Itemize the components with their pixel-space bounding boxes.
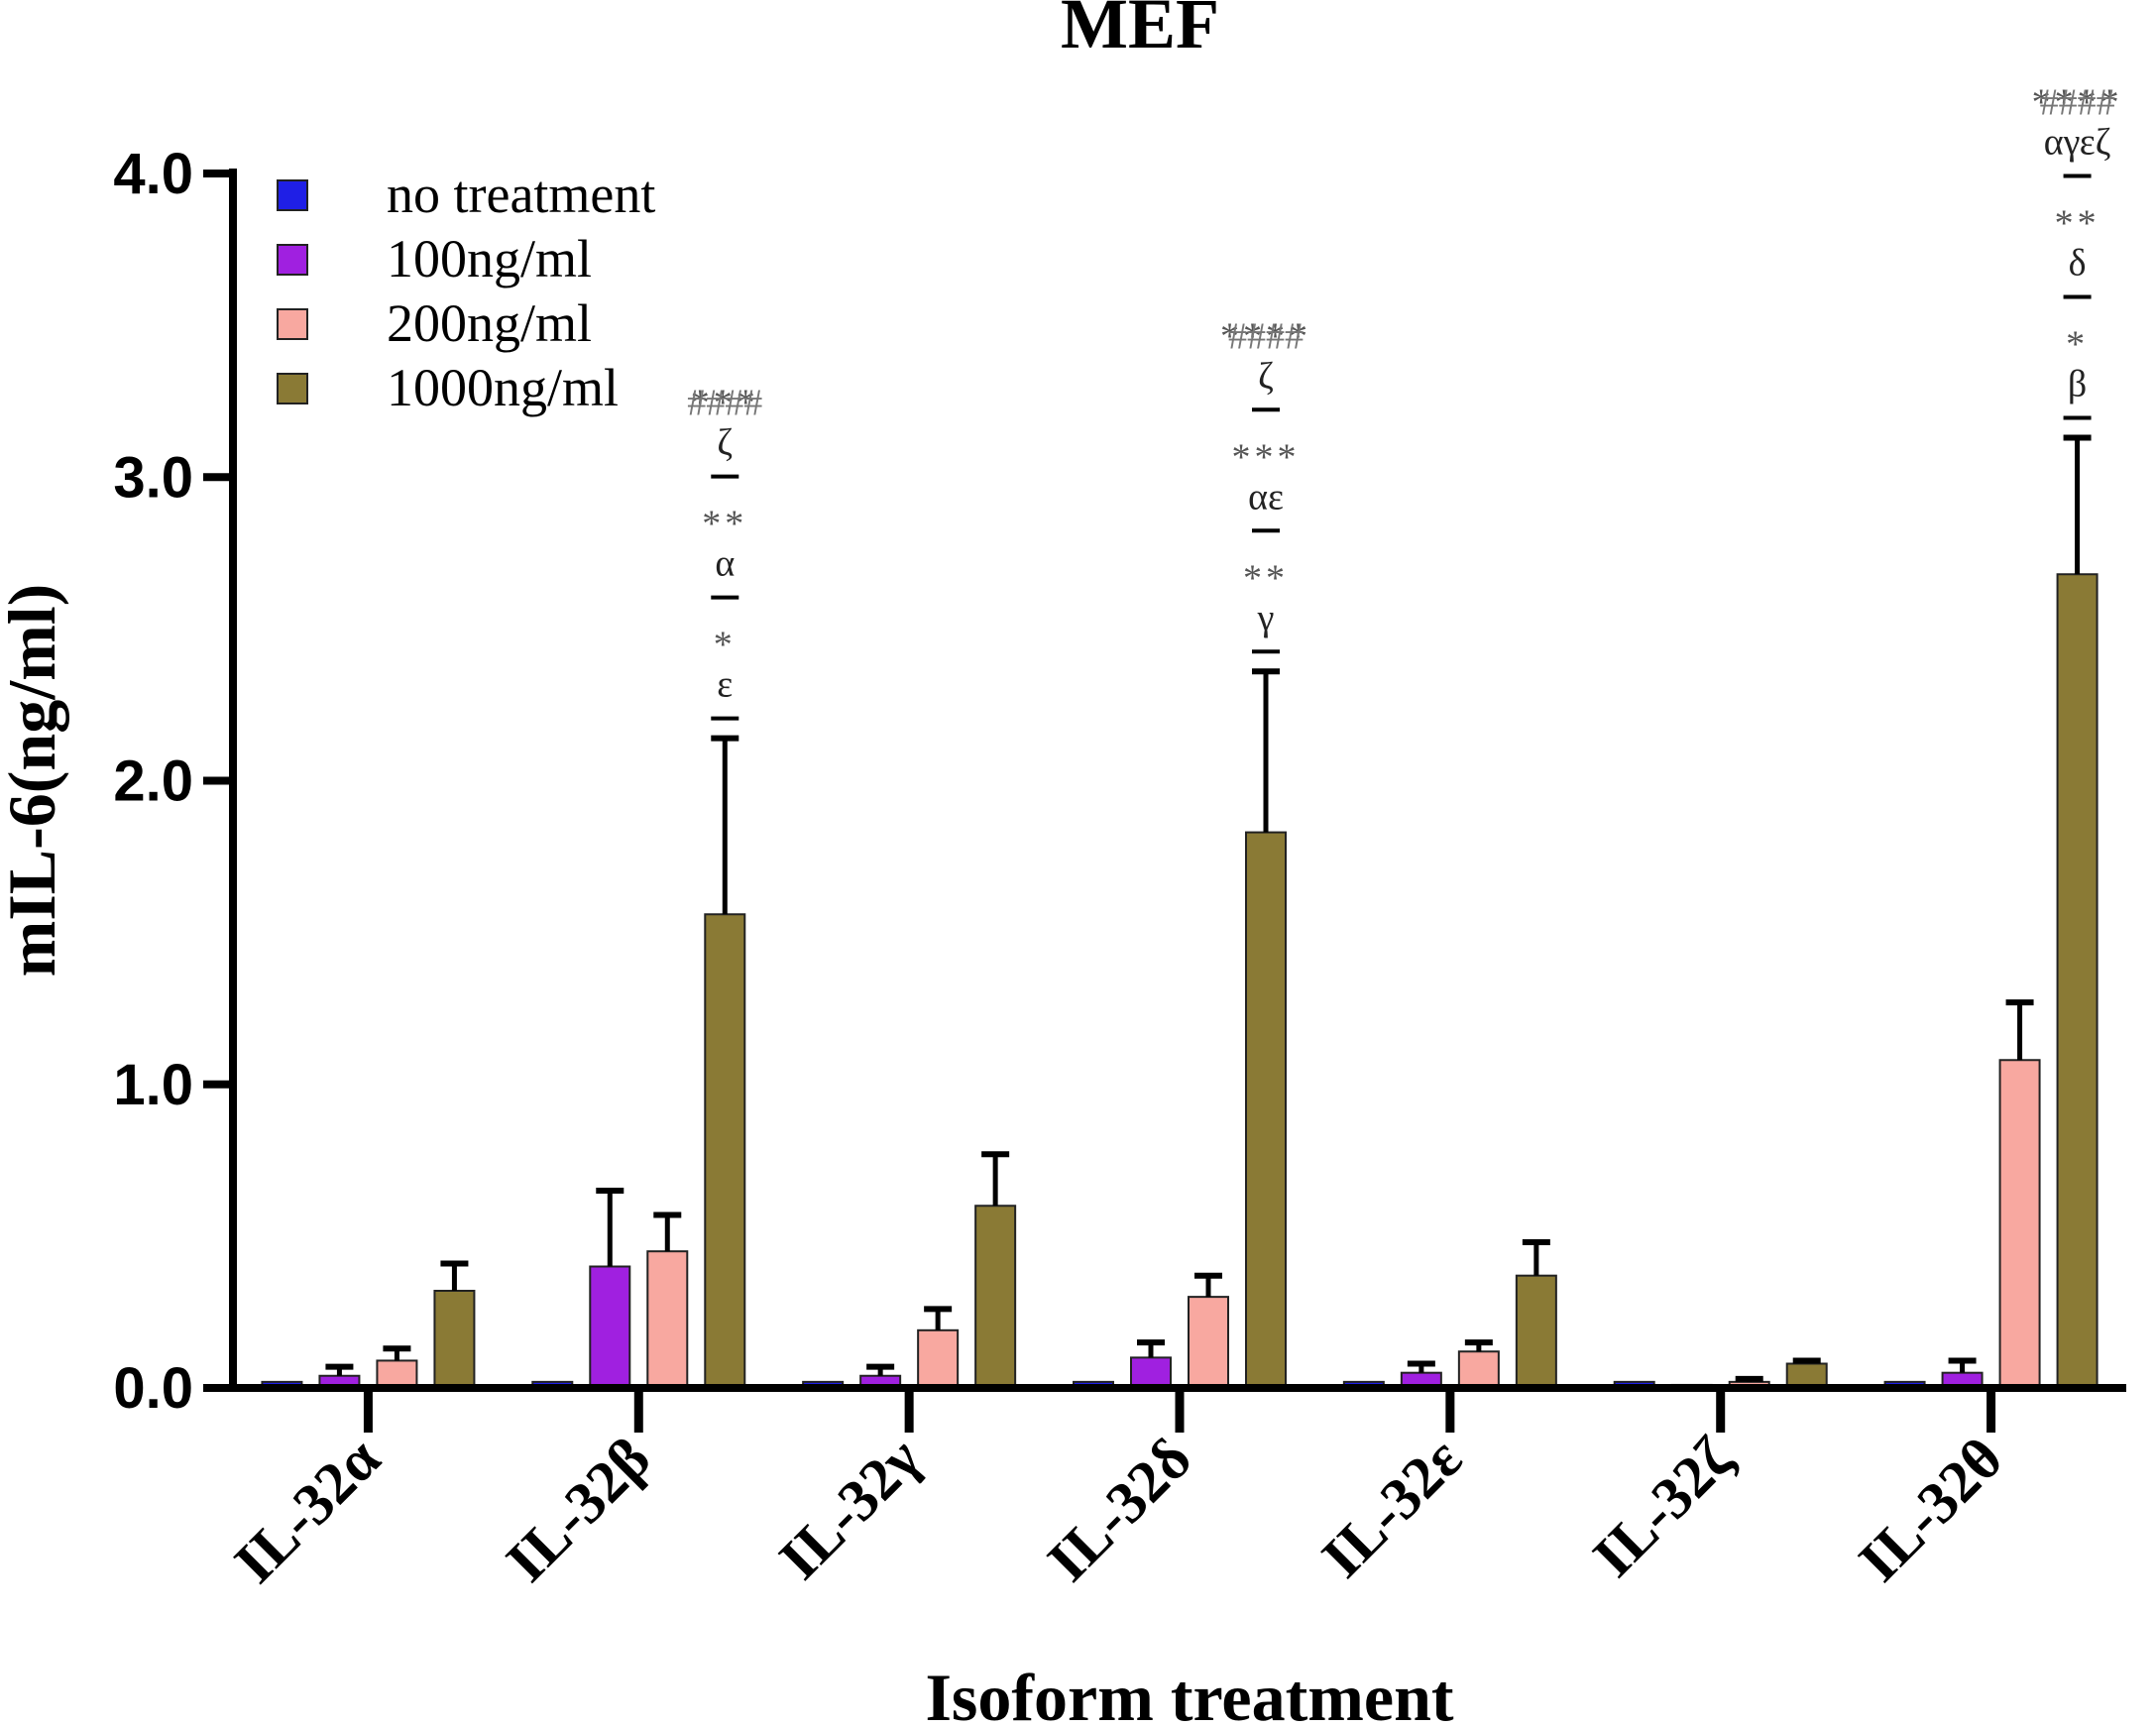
significance-stars: * <box>2066 323 2089 365</box>
significance-hash: #### <box>1228 315 1304 357</box>
legend-label: 100ng/ml <box>387 229 592 288</box>
y-tick-label: 0.0 <box>113 1356 193 1421</box>
significance-label: αε <box>1248 476 1284 518</box>
bar <box>1188 1296 1229 1389</box>
significance-label: ε <box>717 664 733 706</box>
bar <box>2056 573 2099 1389</box>
x-tick-label: IL-32α <box>222 1426 393 1596</box>
significance-hash: #### <box>2040 81 2115 123</box>
bar <box>1130 1356 1172 1389</box>
significance-label: ζ <box>717 422 733 464</box>
bar <box>917 1328 960 1389</box>
x-tick-label: IL-32β <box>494 1426 662 1594</box>
legend-swatch <box>277 308 308 340</box>
significance-label: αγεζ <box>2044 121 2111 163</box>
x-axis-label: Isoform treatment <box>925 1660 1453 1728</box>
bar <box>433 1290 476 1389</box>
significance-stars: * <box>714 625 737 666</box>
y-axis-label: mIL-6(ng/ml) <box>0 584 69 978</box>
significance-label: α <box>715 543 735 585</box>
legend-label: 1000ng/ml <box>387 358 619 417</box>
bar <box>376 1359 418 1389</box>
significance-label: ζ <box>1258 355 1274 397</box>
bar <box>1515 1274 1557 1389</box>
y-tick-label: 2.0 <box>113 749 193 814</box>
legend-swatch <box>277 179 308 211</box>
legend-swatch <box>277 373 308 404</box>
bar <box>1998 1059 2041 1389</box>
significance-stars: **** <box>1220 315 1311 357</box>
significance-label: δ <box>2069 242 2087 284</box>
bar <box>704 913 746 1389</box>
significance-stars: *** <box>691 383 759 424</box>
x-tick-label: IL-32ζ <box>1580 1425 1745 1589</box>
significance-stars: **** <box>2032 81 2123 123</box>
x-tick-label: IL-32ε <box>1309 1426 1474 1590</box>
significance-label: β <box>2068 363 2087 404</box>
legend-swatch <box>277 244 308 276</box>
x-tick-label: IL-32δ <box>1035 1426 1203 1594</box>
bar <box>646 1250 689 1389</box>
legend-label: no treatment <box>387 165 655 224</box>
y-tick-label: 4.0 <box>113 142 193 206</box>
significance-label: γ <box>1257 597 1275 638</box>
bar <box>1457 1350 1500 1389</box>
y-tick-label: 3.0 <box>113 445 193 510</box>
bar <box>589 1265 631 1389</box>
bar <box>1245 831 1287 1389</box>
significance-stars: ** <box>702 504 747 545</box>
legend-label: 200ng/ml <box>387 293 592 353</box>
significance-stars: ** <box>1243 557 1289 599</box>
significance-stars: ** <box>2055 202 2100 244</box>
significance-hash: #### <box>687 383 762 424</box>
chart-title: MEF <box>1061 0 1219 63</box>
bar <box>974 1205 1017 1389</box>
x-tick-label: IL-32γ <box>766 1426 933 1592</box>
x-tick-label: IL-32θ <box>1847 1426 2015 1594</box>
y-tick-label: 1.0 <box>113 1053 193 1117</box>
significance-stars: *** <box>1232 436 1301 478</box>
